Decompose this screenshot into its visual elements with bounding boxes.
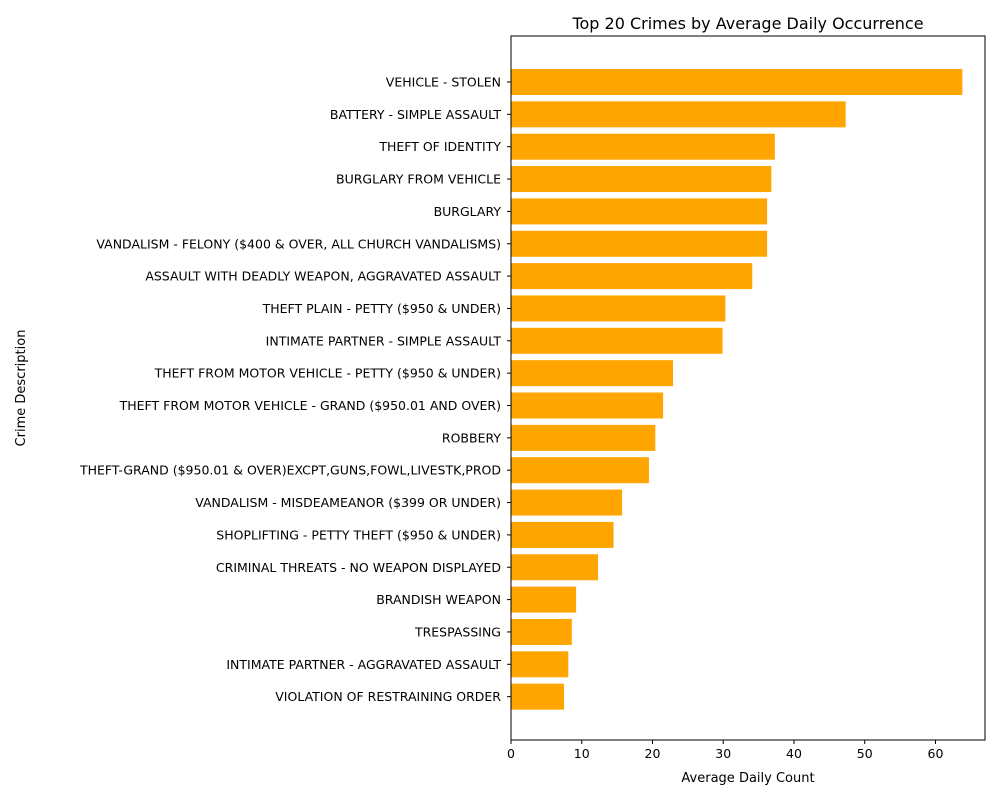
y-tick-label: INTIMATE PARTNER - AGGRAVATED ASSAULT	[226, 657, 501, 672]
x-tick-label: 0	[507, 746, 515, 761]
y-tick-label: CRIMINAL THREATS - NO WEAPON DISPLAYED	[216, 560, 501, 575]
bar	[511, 651, 569, 678]
y-tick-label: VIOLATION OF RESTRAINING ORDER	[275, 689, 501, 704]
chart-title: Top 20 Crimes by Average Daily Occurrenc…	[571, 14, 923, 33]
bar	[511, 457, 649, 484]
bar	[511, 263, 753, 290]
y-tick-label: TRESPASSING	[414, 624, 501, 639]
bar	[511, 230, 768, 257]
bar	[511, 683, 565, 710]
x-tick-label: 30	[715, 746, 731, 761]
bar	[511, 424, 656, 451]
bar	[511, 554, 599, 581]
y-tick-label: THEFT OF IDENTITY	[378, 139, 501, 154]
plot-frame	[510, 35, 986, 741]
y-tick-label: ROBBERY	[442, 430, 501, 445]
y-tick-label: BURGLARY	[434, 204, 502, 219]
x-tick-label: 60	[928, 746, 944, 761]
bar	[511, 327, 723, 354]
y-tick-label: THEFT-GRAND ($950.01 & OVER)EXCPT,GUNS,F…	[79, 463, 501, 478]
bar	[511, 360, 674, 387]
bar	[511, 198, 768, 225]
bar	[511, 586, 577, 613]
bar	[511, 133, 775, 160]
bar	[511, 392, 664, 419]
y-tick-label: BRANDISH WEAPON	[376, 592, 501, 607]
bar	[511, 618, 572, 645]
y-tick-label: VANDALISM - FELONY ($400 & OVER, ALL CHU…	[96, 236, 501, 251]
y-tick-label: ASSAULT WITH DEADLY WEAPON, AGGRAVATED A…	[145, 269, 501, 284]
y-tick-label: INTIMATE PARTNER - SIMPLE ASSAULT	[266, 333, 502, 348]
bar	[511, 101, 846, 128]
bar	[511, 69, 963, 95]
y-tick-label: SHOPLIFTING - PETTY THEFT ($950 & UNDER)	[216, 527, 501, 542]
bars-group	[511, 69, 963, 710]
y-axis-label: Crime Description	[14, 330, 29, 447]
x-axis-label: Average Daily Count	[681, 771, 814, 786]
x-tick-label: 20	[645, 746, 661, 761]
bar	[511, 166, 772, 193]
bar	[511, 489, 623, 516]
y-tick-label: VEHICLE - STOLEN	[386, 75, 501, 90]
x-tick-label: 40	[786, 746, 802, 761]
y-tick-label: THEFT PLAIN - PETTY ($950 & UNDER)	[262, 301, 501, 316]
y-tick-label: BATTERY - SIMPLE ASSAULT	[330, 107, 501, 122]
bar	[511, 295, 726, 322]
bar	[511, 521, 614, 548]
x-tick-label: 10	[574, 746, 590, 761]
y-ticks-group: VEHICLE - STOLEN BATTERY - SIMPLE ASSAULT…	[79, 75, 511, 704]
y-tick-label: THEFT FROM MOTOR VEHICLE - GRAND ($950.0…	[119, 398, 501, 413]
x-tick-label: 50	[857, 746, 873, 761]
y-tick-label: BURGLARY FROM VEHICLE	[336, 172, 501, 187]
y-tick-label: VANDALISM - MISDEAMEANOR ($399 OR UNDER)	[195, 495, 501, 510]
y-tick-label: THEFT FROM MOTOR VEHICLE - PETTY ($950 &…	[154, 366, 501, 381]
x-ticks-group: 0 10 20 30 40 50 60	[507, 740, 943, 761]
